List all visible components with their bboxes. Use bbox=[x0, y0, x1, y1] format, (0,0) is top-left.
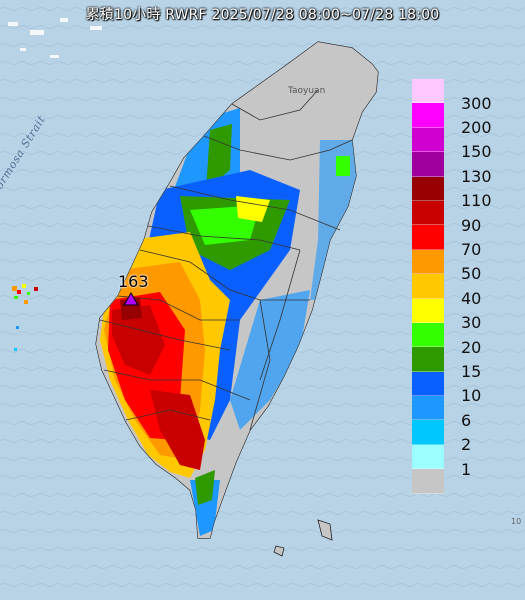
legend-swatch bbox=[412, 274, 444, 299]
legend-row: 200 bbox=[412, 103, 516, 137]
legend-row: 70 bbox=[412, 225, 516, 259]
legend-row: 150 bbox=[412, 127, 516, 161]
legend-swatch bbox=[412, 127, 444, 153]
green-island bbox=[317, 519, 333, 541]
legend-label: 6 bbox=[461, 410, 472, 430]
legend-swatch bbox=[412, 469, 444, 494]
legend-swatch bbox=[412, 225, 444, 250]
legend-swatch bbox=[412, 371, 444, 397]
penghu-echoes bbox=[12, 284, 38, 351]
legend-label: 10 bbox=[461, 386, 482, 406]
legend-label: 300 bbox=[461, 93, 492, 113]
legend-row: 6 bbox=[412, 396, 516, 430]
max-rainfall-value: 163 bbox=[118, 272, 149, 291]
legend-row: 2 bbox=[412, 420, 516, 454]
legend-swatch bbox=[412, 200, 444, 226]
legend-row: 10 bbox=[412, 371, 516, 405]
legend-label: 90 bbox=[461, 215, 482, 235]
legend-row: 20 bbox=[412, 322, 516, 357]
orchid-island bbox=[273, 545, 285, 557]
legend-label: 40 bbox=[461, 288, 482, 308]
legend-swatch bbox=[412, 152, 444, 177]
legend-label: 2 bbox=[461, 435, 472, 455]
legend-swatch bbox=[412, 298, 444, 323]
legend-row: 1 bbox=[412, 444, 516, 479]
max-location-icon bbox=[123, 292, 139, 306]
legend-row: 130 bbox=[412, 152, 516, 186]
legend-swatch bbox=[412, 444, 444, 470]
legend-swatch bbox=[412, 347, 444, 372]
legend-swatch bbox=[412, 176, 444, 201]
legend-label: 20 bbox=[461, 337, 482, 357]
legend-label: 30 bbox=[461, 313, 482, 333]
legend-label: 70 bbox=[461, 240, 482, 260]
legend-swatch bbox=[412, 420, 444, 445]
place-label: Taoyuan bbox=[288, 86, 326, 96]
legend-label: 200 bbox=[461, 118, 492, 138]
legend-swatch bbox=[412, 79, 444, 104]
legend-label: 150 bbox=[461, 142, 492, 162]
legend-row: 40 bbox=[412, 274, 516, 308]
legend-label: 110 bbox=[461, 191, 492, 211]
legend-label: 1 bbox=[461, 459, 472, 479]
legend-label: 130 bbox=[461, 166, 492, 186]
legend-swatch bbox=[412, 322, 444, 348]
legend-swatch bbox=[412, 249, 444, 275]
legend-label: 50 bbox=[461, 264, 482, 284]
legend-row: 30 bbox=[412, 298, 516, 332]
legend-row: 110 bbox=[412, 176, 516, 210]
legend-row bbox=[412, 469, 516, 494]
cloud-specks bbox=[8, 18, 102, 58]
legend-row: 15 bbox=[412, 347, 516, 381]
legend-swatch bbox=[412, 396, 444, 421]
legend-row: 300 bbox=[412, 79, 516, 113]
edge-label: 10 bbox=[511, 517, 522, 526]
map-title: 累積10小時 RWRF 2025/07/28 08:00~07/28 18:00 bbox=[85, 7, 440, 23]
legend-swatch bbox=[412, 103, 444, 128]
legend-label: 15 bbox=[461, 361, 482, 381]
legend-row: 50 bbox=[412, 249, 516, 283]
legend-row: 90 bbox=[412, 200, 516, 235]
county-boundaries bbox=[99, 89, 353, 431]
color-legend: 300 200 150 130 110 90 70 50 40 30 20 15 10 6 2 1 bbox=[412, 79, 516, 494]
